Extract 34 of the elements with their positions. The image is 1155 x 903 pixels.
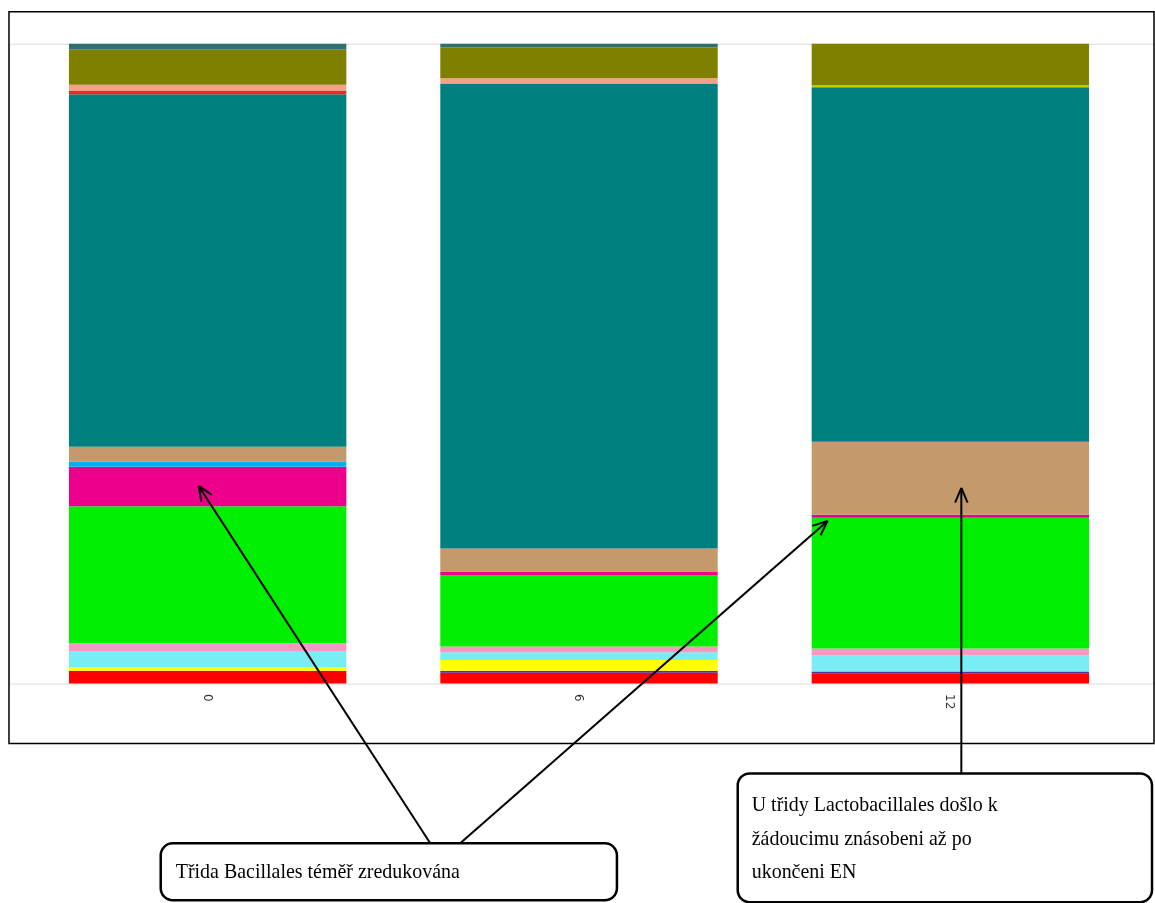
bar	[811, 43, 1090, 86]
text: U třidy Lactobacillales došlo k žádoucimu znásobeni až po ukončeni EN	[751, 793, 998, 883]
bar	[68, 650, 347, 667]
bar	[440, 78, 718, 84]
bar	[440, 548, 718, 572]
bar	[811, 673, 1090, 684]
bar	[440, 575, 718, 647]
x-tick-label: 12	[943, 694, 958, 710]
bar	[811, 87, 1090, 442]
bar	[68, 643, 347, 651]
bar	[440, 646, 718, 653]
text: Třida Bacillales téměř zredukována	[175, 860, 461, 883]
bar	[68, 90, 347, 95]
bar	[68, 506, 347, 644]
bar	[811, 441, 1090, 515]
bar	[68, 49, 347, 85]
x-tick-label: 0	[200, 694, 215, 702]
bar	[440, 672, 718, 684]
bar	[811, 648, 1090, 656]
bar	[440, 652, 718, 660]
bar	[68, 670, 347, 684]
bar	[440, 83, 718, 549]
bar	[68, 666, 347, 671]
bar	[811, 655, 1090, 672]
bar	[440, 659, 718, 671]
bar	[68, 461, 347, 467]
bar	[811, 514, 1090, 518]
bar	[68, 94, 347, 447]
bar	[440, 47, 718, 79]
bar	[440, 43, 718, 48]
x-tick-label: 6	[572, 694, 586, 702]
bar	[68, 446, 347, 462]
bar	[811, 517, 1090, 649]
bar	[68, 466, 347, 507]
